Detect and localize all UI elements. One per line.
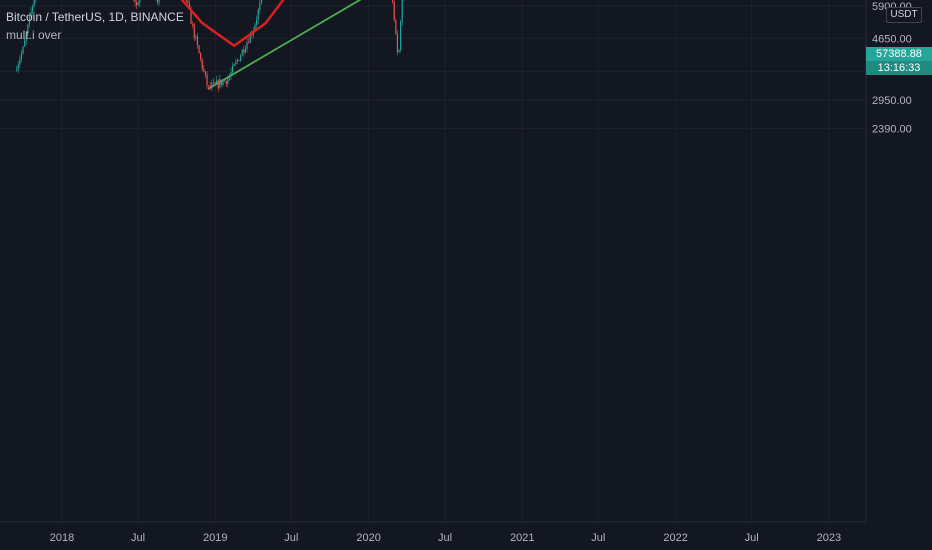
candle-body [230,72,232,77]
candle-body [32,5,34,12]
candle-body [216,80,218,84]
candle-body [25,33,27,41]
candle-body [188,2,191,10]
candle-body [137,2,139,6]
candle-body [16,70,18,72]
time-tick-label: Jul [438,532,452,544]
time-tick-label: Jul [745,532,759,544]
candle-body [195,36,197,38]
candle-body [395,19,397,34]
candle-body [33,0,35,6]
candle-body [236,60,239,62]
price-tick-label: 2390.00 [872,123,912,135]
price-tick-label: 2950.00 [872,95,912,107]
candle-body [28,15,31,25]
candle-body [256,19,258,25]
candle-body [209,85,211,88]
chart-title: Bitcoin / TetherUS, 1D, BINANCE [6,10,184,24]
time-tick-label: 2020 [356,532,380,544]
candle-body [257,10,259,20]
candle-body [225,80,227,85]
candle-body [227,79,229,85]
candle-body [398,49,400,53]
candle-body [134,0,136,3]
candle-body [235,61,237,65]
candle-body [24,40,26,47]
candle-body [220,79,223,86]
time-axis[interactable]: 2018 Jul 2019 Jul 2020 Jul 2021 Jul 2022 Jul 2023 [50,532,841,544]
candle-body [222,80,224,86]
candle-body [17,64,19,71]
current-price-tag: 57388.88 [866,47,932,61]
candle-body [19,59,21,65]
time-tick-label: Jul [284,532,298,544]
candle-body [219,79,221,88]
time-tick-label: 2023 [817,532,841,544]
candle-body [193,24,195,38]
candle-body [208,85,210,87]
candle-body [204,71,207,75]
candle-body [260,0,263,4]
candle-body [136,2,138,6]
candle-body [224,80,226,82]
moving-average-line [180,0,285,47]
candle-body [139,0,141,3]
time-tick-label: Jul [131,532,145,544]
candle-body [240,55,242,61]
candle-body [203,68,205,72]
candle-body [254,24,256,32]
candle-body [396,33,399,53]
candle-body [27,24,29,34]
candle-countdown: 13:16:33 [866,61,932,75]
candle-body [158,0,160,3]
candle-body [400,21,402,50]
candle-body [259,3,261,11]
candle-body [249,33,251,43]
candle-body [244,48,247,53]
candle-body [198,45,200,54]
price-tick-label: 4650.00 [872,33,912,45]
candle-body [248,42,250,44]
candle-body [232,65,234,73]
candle-body [201,59,203,69]
time-tick-label: Jul [591,532,605,544]
indicator-label[interactable]: mult.i over [6,28,62,42]
candle-body [401,0,403,22]
chart-grid [0,0,866,522]
candle-body [22,46,24,54]
candle-body [190,9,192,25]
candle-body [30,11,32,16]
time-tick-label: 2018 [50,532,74,544]
candles [16,0,405,93]
candle-body [211,83,213,88]
candle-body [196,36,199,46]
candle-body [212,82,215,84]
candle-body [393,1,395,20]
candle-body [228,76,231,80]
candle-body [185,0,187,1]
candle-body [233,64,235,66]
time-tick-label: 2022 [663,532,687,544]
candle-body [187,0,189,3]
candle-body [241,49,243,56]
candle-body [192,24,194,25]
candle-body [206,74,208,86]
support-line [207,0,362,90]
time-tick-label: 2019 [203,532,227,544]
time-tick-label: 2021 [510,532,534,544]
candle-body [238,60,240,61]
candle-body [392,0,394,2]
candle-body [200,53,202,60]
candle-body [156,0,159,3]
candle-body [214,82,216,84]
candle-body [246,42,248,49]
candle-body [243,49,245,53]
moving-average [180,0,285,47]
support-trendline [207,0,362,90]
currency-label[interactable]: USDT [886,7,922,23]
candle-body [20,53,23,60]
candle-body [217,80,219,88]
